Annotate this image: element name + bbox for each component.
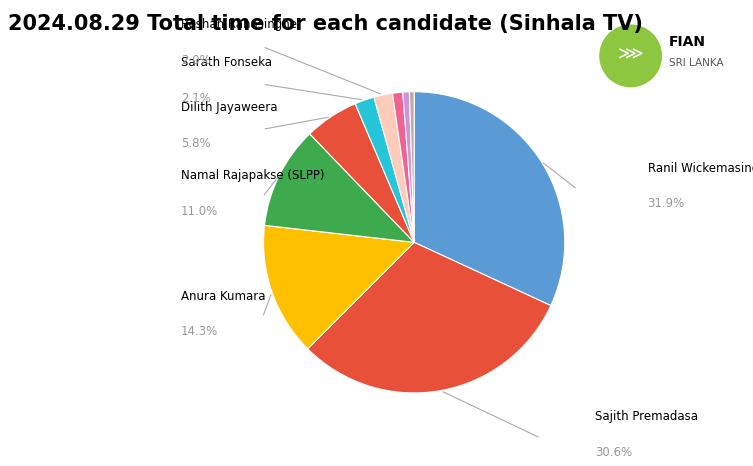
- Text: Roshan Ranasinghe: Roshan Ranasinghe: [181, 19, 297, 32]
- Wedge shape: [355, 97, 414, 242]
- Text: 14.3%: 14.3%: [181, 325, 218, 338]
- Text: Ranil Wickemasinghe: Ranil Wickemasinghe: [648, 162, 753, 175]
- Wedge shape: [264, 226, 414, 349]
- Circle shape: [600, 25, 661, 87]
- Text: FIAN: FIAN: [669, 35, 706, 49]
- Text: Sajith Premadasa: Sajith Premadasa: [595, 410, 698, 423]
- Text: 2.1%: 2.1%: [181, 92, 211, 105]
- Wedge shape: [374, 93, 414, 242]
- Text: SRI LANKA: SRI LANKA: [669, 58, 724, 68]
- Text: 2024.08.29 Total time for each candidate (Sinhala TV): 2024.08.29 Total time for each candidate…: [8, 14, 642, 34]
- Wedge shape: [392, 92, 414, 242]
- Text: Dilith Jayaweera: Dilith Jayaweera: [181, 101, 277, 114]
- Text: Sarath Fonseka: Sarath Fonseka: [181, 56, 272, 69]
- Wedge shape: [410, 92, 414, 242]
- Text: 5.8%: 5.8%: [181, 137, 210, 150]
- Wedge shape: [264, 134, 414, 242]
- Wedge shape: [414, 92, 565, 306]
- Text: 30.6%: 30.6%: [595, 445, 632, 459]
- Wedge shape: [309, 104, 414, 242]
- Text: 31.9%: 31.9%: [648, 197, 684, 210]
- Text: Namal Rajapakse (SLPP): Namal Rajapakse (SLPP): [181, 169, 325, 182]
- Text: ⋙: ⋙: [617, 46, 644, 64]
- Text: 11.0%: 11.0%: [181, 205, 218, 218]
- Wedge shape: [403, 92, 414, 242]
- Wedge shape: [308, 242, 550, 393]
- Text: 2.0%: 2.0%: [181, 54, 211, 67]
- Text: Anura Kumara: Anura Kumara: [181, 289, 265, 302]
